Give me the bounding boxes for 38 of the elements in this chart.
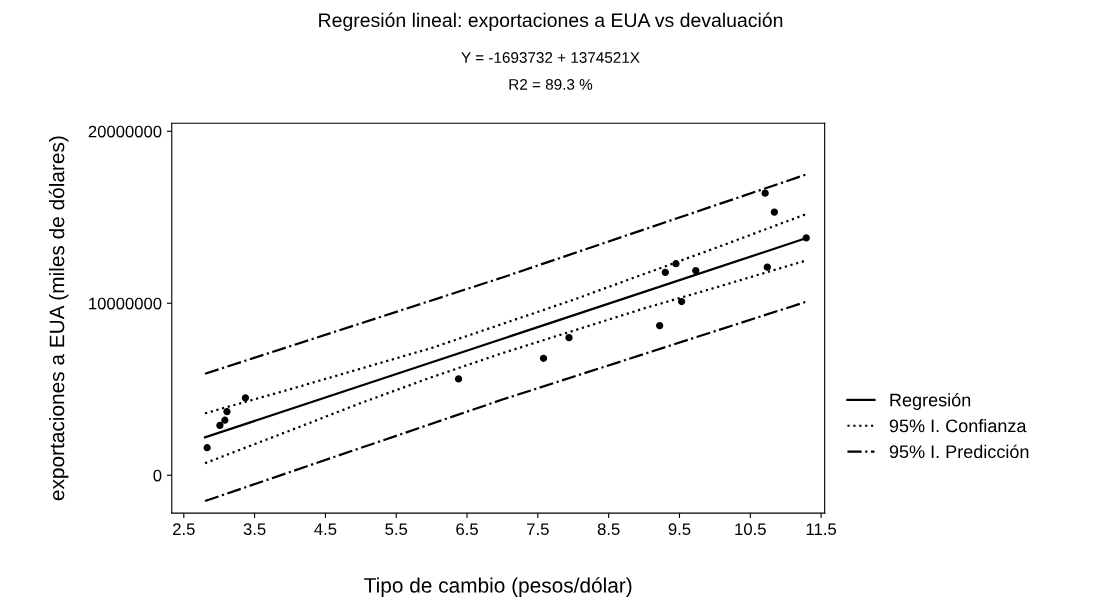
y-tick-label: 20000000 — [88, 125, 162, 138]
point — [761, 189, 769, 197]
x-tick-label: 3.5 — [243, 523, 266, 536]
point — [692, 266, 700, 275]
x-tick-label: 9.5 — [668, 523, 691, 536]
y-tick-label: 0 — [153, 469, 162, 482]
x-axis-title: Tipo de cambio (pesos/dólar) — [364, 577, 632, 597]
point — [565, 334, 573, 342]
chart-subtitle: Y = -1693732 + 1374521X — [461, 52, 640, 63]
x-tick-label: 4.5 — [314, 523, 337, 536]
point — [539, 354, 548, 362]
x-tick-label: 6.5 — [456, 523, 478, 536]
point — [223, 407, 231, 416]
chart-title: Regresión lineal: exportaciones a EUA vs devaluación — [319, 12, 783, 31]
x-tick-label: 5.5 — [385, 523, 408, 536]
point — [672, 260, 680, 268]
legend-label: 95% I. Confianza — [889, 419, 1027, 433]
point — [677, 297, 686, 306]
legend-label: 95% I. Predicción — [889, 444, 1029, 459]
point — [221, 416, 229, 424]
y-axis-title: exportaciones a EUA (miles de dólares) — [48, 136, 69, 501]
x-tick-label: 7.5 — [527, 523, 549, 536]
x-tick-label: 8.5 — [597, 523, 620, 536]
point — [770, 208, 779, 216]
point — [802, 234, 810, 242]
point — [656, 321, 664, 330]
legend-label: Regresión — [890, 392, 971, 410]
point — [203, 444, 211, 452]
text: R2 = 89.3 % — [509, 79, 593, 90]
x-tick-label: 10.5 — [735, 523, 766, 536]
x-tick-label: 2.5 — [173, 523, 195, 536]
x-tick-label: 11.5 — [806, 523, 837, 536]
point — [241, 394, 250, 402]
point — [661, 268, 669, 276]
point — [216, 421, 224, 430]
point — [454, 375, 463, 383]
y-tick-label: 10000000 — [89, 297, 162, 310]
point — [763, 263, 771, 271]
